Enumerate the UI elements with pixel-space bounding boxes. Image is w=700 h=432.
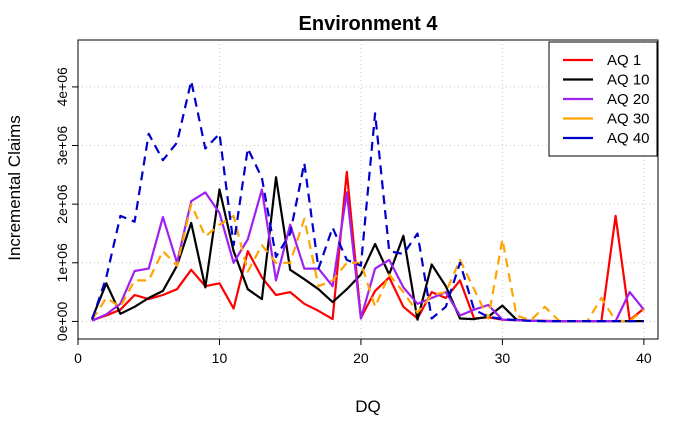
legend-label-2: AQ 20 — [607, 91, 650, 108]
x-tick-label-2: 20 — [353, 350, 369, 366]
series-line-aq-40 — [91, 79, 644, 323]
y-tick-label-4: 4e+06 — [54, 67, 70, 107]
legend: AQ 1 AQ 10 AQ 20 AQ 30 AQ 40 — [548, 41, 658, 157]
legend-label-0: AQ 1 — [607, 52, 641, 69]
series-group — [91, 79, 645, 323]
y-tick-label-1: 1e+06 — [54, 243, 70, 283]
y-tick-label-3: 3e+06 — [54, 126, 70, 166]
x-tick-label-3: 30 — [495, 350, 511, 366]
series-line-aq-10 — [91, 176, 644, 323]
y-tick-label-0: 0e+00 — [54, 302, 70, 342]
x-tick-label-1: 10 — [212, 350, 228, 366]
chart-title: Environment 4 — [299, 13, 439, 35]
series-line-aq-20 — [91, 188, 645, 323]
series-line-aq-30 — [91, 203, 645, 323]
y-axis-label: Incremental Claims — [5, 115, 24, 261]
legend-label-1: AQ 10 — [607, 72, 650, 89]
x-tick-label-0: 0 — [74, 350, 82, 366]
y-tick-label-2: 2e+06 — [54, 184, 70, 224]
axes: 0 10 20 30 40 0e+00 1e+06 2e+06 3e+06 4e+06 — [54, 67, 652, 366]
legend-label-3: AQ 30 — [607, 111, 650, 128]
legend-label-4: AQ 40 — [607, 130, 650, 147]
x-axis-label: DQ — [355, 397, 381, 416]
x-tick-label-4: 40 — [636, 350, 652, 366]
